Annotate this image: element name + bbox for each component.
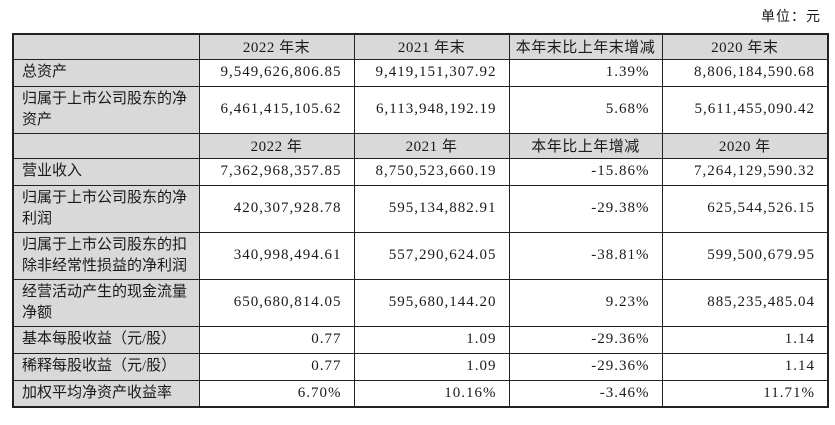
cell-change: -15.86% <box>508 157 663 186</box>
table-row-revenue: 营业收入 7,362,968,357.85 8,750,523,660.19 -… <box>12 157 829 186</box>
cell-2020: 7,264,129,590.32 <box>661 157 829 186</box>
cell-2022: 0.77 <box>198 325 355 354</box>
table-row-diluted-eps: 稀释每股收益（元/股） 0.77 1.09 -29.36% 1.14 <box>12 352 829 381</box>
cell-change: -29.36% <box>508 352 663 381</box>
table-row-deducted-net-profit: 归属于上市公司股东的扣除非经常性损益的净利润 340,998,494.61 55… <box>12 231 829 280</box>
table-row-net-assets: 归属于上市公司股东的净资产 6,461,415,105.62 6,113,948… <box>12 85 829 134</box>
cell-2022: 6.70% <box>198 379 355 408</box>
column-header-2021: 2021 年 <box>353 132 510 159</box>
row-label-diluted-eps: 稀释每股收益（元/股） <box>12 352 200 381</box>
column-header-2021-year-end: 2021 年末 <box>353 33 510 60</box>
column-header-2022: 2022 年 <box>198 132 355 159</box>
cell-2021: 1.09 <box>353 352 510 381</box>
row-label-net-assets: 归属于上市公司股东的净资产 <box>12 85 200 134</box>
corner-cell <box>12 132 200 159</box>
cell-2020: 1.14 <box>661 352 829 381</box>
cell-2022: 420,307,928.78 <box>198 184 355 233</box>
table-row-net-profit: 归属于上市公司股东的净利润 420,307,928.78 595,134,882… <box>12 184 829 233</box>
cell-2021: 6,113,948,192.19 <box>353 85 510 134</box>
corner-cell <box>12 33 200 60</box>
row-label-basic-eps: 基本每股收益（元/股） <box>12 325 200 354</box>
unit-label: 单位：元 <box>761 10 821 25</box>
financial-summary-table: 2022 年末 2021 年末 本年末比上年末增减 2020 年末 总资产 9,… <box>12 33 829 408</box>
cell-2020: 5,611,455,090.42 <box>661 85 829 134</box>
row-label-net-profit: 归属于上市公司股东的净利润 <box>12 184 200 233</box>
cell-change: -29.38% <box>508 184 663 233</box>
column-header-yoy-change: 本年比上年增减 <box>508 132 663 159</box>
row-label-operating-cash-flow: 经营活动产生的现金流量净额 <box>12 278 200 327</box>
cell-change: -29.36% <box>508 325 663 354</box>
cell-2022: 6,461,415,105.62 <box>198 85 355 134</box>
cell-2020: 599,500,679.95 <box>661 231 829 280</box>
table-row-basic-eps: 基本每股收益（元/股） 0.77 1.09 -29.36% 1.14 <box>12 325 829 354</box>
cell-2020: 1.14 <box>661 325 829 354</box>
table-header-row-annual: 2022 年 2021 年 本年比上年增减 2020 年 <box>12 132 829 159</box>
table-row-operating-cash-flow: 经营活动产生的现金流量净额 650,680,814.05 595,680,144… <box>12 278 829 327</box>
table-row-weighted-avg-roe: 加权平均净资产收益率 6.70% 10.16% -3.46% 11.71% <box>12 379 829 408</box>
cell-2021: 595,134,882.91 <box>353 184 510 233</box>
row-label-deducted-net-profit: 归属于上市公司股东的扣除非经常性损益的净利润 <box>12 231 200 280</box>
table-header-row-year-end: 2022 年末 2021 年末 本年末比上年末增减 2020 年末 <box>12 33 829 60</box>
table-row-total-assets: 总资产 9,549,626,806.85 9,419,151,307.92 1.… <box>12 58 829 87</box>
cell-2022: 650,680,814.05 <box>198 278 355 327</box>
cell-change: -38.81% <box>508 231 663 280</box>
cell-2022: 7,362,968,357.85 <box>198 157 355 186</box>
row-label-weighted-avg-roe: 加权平均净资产收益率 <box>12 379 200 408</box>
cell-change: 1.39% <box>508 58 663 87</box>
cell-2021: 557,290,624.05 <box>353 231 510 280</box>
cell-change: 5.68% <box>508 85 663 134</box>
cell-2022: 9,549,626,806.85 <box>198 58 355 87</box>
cell-2020: 885,235,485.04 <box>661 278 829 327</box>
cell-2021: 1.09 <box>353 325 510 354</box>
cell-2020: 8,806,184,590.68 <box>661 58 829 87</box>
cell-2021: 10.16% <box>353 379 510 408</box>
column-header-yoy-change-year-end: 本年末比上年末增减 <box>508 33 663 60</box>
cell-2022: 340,998,494.61 <box>198 231 355 280</box>
cell-2022: 0.77 <box>198 352 355 381</box>
column-header-2022-year-end: 2022 年末 <box>198 33 355 60</box>
cell-2021: 8,750,523,660.19 <box>353 157 510 186</box>
cell-2020: 11.71% <box>661 379 829 408</box>
row-label-revenue: 营业收入 <box>12 157 200 186</box>
cell-change: 9.23% <box>508 278 663 327</box>
cell-change: -3.46% <box>508 379 663 408</box>
cell-2021: 595,680,144.20 <box>353 278 510 327</box>
cell-2020: 625,544,526.15 <box>661 184 829 233</box>
row-label-total-assets: 总资产 <box>12 58 200 87</box>
cell-2021: 9,419,151,307.92 <box>353 58 510 87</box>
column-header-2020: 2020 年 <box>661 132 829 159</box>
column-header-2020-year-end: 2020 年末 <box>661 33 829 60</box>
